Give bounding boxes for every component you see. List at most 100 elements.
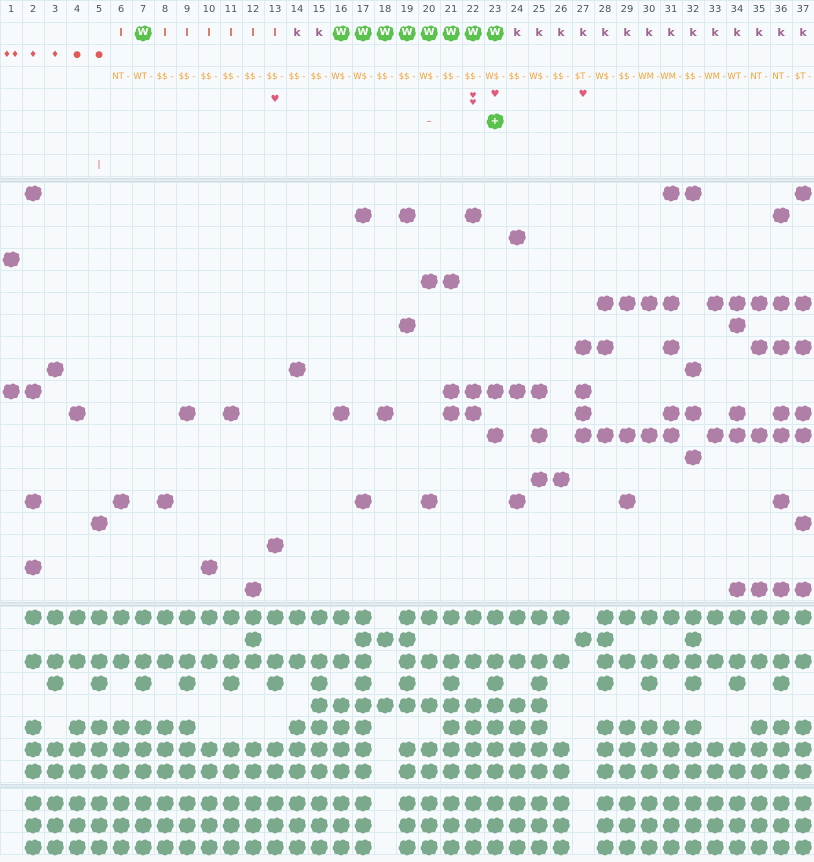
green-note-cell[interactable] — [748, 760, 770, 782]
green-note-cell[interactable] — [660, 650, 682, 672]
green-note-cell[interactable] — [88, 738, 110, 760]
green-note-cell[interactable] — [330, 760, 352, 782]
purple-note-cell[interactable] — [418, 270, 440, 292]
green-note-cell[interactable] — [594, 814, 616, 836]
dot-icon[interactable]: ● — [73, 50, 81, 60]
green-note-cell[interactable] — [616, 606, 638, 628]
chord-label[interactable]: NT - — [112, 72, 130, 82]
green-note-cell[interactable] — [330, 650, 352, 672]
purple-note-cell[interactable] — [748, 424, 770, 446]
green-note-cell[interactable] — [528, 716, 550, 738]
row-marker-letter[interactable]: k — [535, 26, 543, 39]
purple-note-cell[interactable] — [792, 512, 814, 534]
green-note-cell[interactable] — [44, 672, 66, 694]
chord-label[interactable]: $$ - — [266, 72, 284, 82]
green-note-cell[interactable] — [528, 836, 550, 858]
green-note-cell[interactable] — [770, 814, 792, 836]
purple-note-cell[interactable] — [792, 578, 814, 600]
green-note-cell[interactable] — [44, 760, 66, 782]
green-note-cell[interactable] — [484, 814, 506, 836]
green-note-cell[interactable] — [440, 792, 462, 814]
green-note-cell[interactable] — [264, 814, 286, 836]
row-marker-letter[interactable]: l — [229, 26, 233, 39]
purple-note-cell[interactable] — [22, 490, 44, 512]
green-note-cell[interactable] — [154, 792, 176, 814]
green-note-cell[interactable] — [374, 694, 396, 716]
green-note-cell[interactable] — [176, 792, 198, 814]
green-note-cell[interactable] — [352, 628, 374, 650]
green-note-cell[interactable] — [506, 814, 528, 836]
purple-note-cell[interactable] — [748, 578, 770, 600]
w-badge[interactable]: W — [132, 22, 154, 44]
green-note-cell[interactable] — [440, 606, 462, 628]
green-note-cell[interactable] — [154, 814, 176, 836]
purple-note-cell[interactable] — [638, 292, 660, 314]
green-note-cell[interactable] — [66, 650, 88, 672]
row-marker-letter[interactable]: l — [273, 26, 277, 39]
chord-label[interactable]: WM - — [704, 72, 726, 82]
green-note-cell[interactable] — [132, 716, 154, 738]
green-note-cell[interactable] — [528, 792, 550, 814]
green-note-cell[interactable] — [396, 836, 418, 858]
purple-note-cell[interactable] — [748, 336, 770, 358]
green-note-cell[interactable] — [748, 716, 770, 738]
row-marker-letter[interactable]: k — [623, 26, 631, 39]
green-note-cell[interactable] — [528, 760, 550, 782]
green-note-cell[interactable] — [594, 760, 616, 782]
green-note-cell[interactable] — [396, 792, 418, 814]
green-note-cell[interactable] — [220, 738, 242, 760]
row-marker-letter[interactable]: k — [777, 26, 785, 39]
green-note-cell[interactable] — [88, 650, 110, 672]
green-note-cell[interactable] — [154, 650, 176, 672]
purple-note-cell[interactable] — [528, 380, 550, 402]
green-note-cell[interactable] — [792, 650, 814, 672]
green-note-cell[interactable] — [330, 694, 352, 716]
purple-note-cell[interactable] — [770, 424, 792, 446]
green-note-cell[interactable] — [506, 606, 528, 628]
green-note-cell[interactable] — [330, 606, 352, 628]
green-note-cell[interactable] — [242, 628, 264, 650]
green-note-cell[interactable] — [396, 738, 418, 760]
green-note-cell[interactable] — [660, 760, 682, 782]
purple-note-cell[interactable] — [462, 204, 484, 226]
w-badge[interactable]: W — [418, 22, 440, 44]
green-note-cell[interactable] — [616, 792, 638, 814]
chord-label[interactable]: W$ - — [419, 72, 439, 82]
green-note-cell[interactable] — [770, 606, 792, 628]
green-note-cell[interactable] — [110, 836, 132, 858]
green-note-cell[interactable] — [440, 814, 462, 836]
green-note-cell[interactable] — [704, 792, 726, 814]
green-note-cell[interactable] — [484, 650, 506, 672]
green-note-cell[interactable] — [220, 814, 242, 836]
green-note-cell[interactable] — [682, 836, 704, 858]
green-note-cell[interactable] — [22, 716, 44, 738]
green-note-cell[interactable] — [682, 672, 704, 694]
chord-label[interactable]: W$ - — [485, 72, 505, 82]
green-note-cell[interactable] — [660, 606, 682, 628]
purple-note-cell[interactable] — [418, 490, 440, 512]
chord-label[interactable]: $$ - — [178, 72, 196, 82]
green-note-cell[interactable] — [462, 716, 484, 738]
purple-note-cell[interactable] — [528, 468, 550, 490]
chord-label[interactable]: NT - — [750, 72, 768, 82]
green-note-cell[interactable] — [264, 672, 286, 694]
w-badge[interactable]: W — [374, 22, 396, 44]
chord-label[interactable]: W$ - — [353, 72, 373, 82]
green-note-cell[interactable] — [660, 738, 682, 760]
green-note-cell[interactable] — [616, 760, 638, 782]
purple-note-cell[interactable] — [770, 292, 792, 314]
green-note-cell[interactable] — [308, 738, 330, 760]
green-note-cell[interactable] — [726, 606, 748, 628]
green-note-cell[interactable] — [22, 836, 44, 858]
purple-note-cell[interactable] — [176, 402, 198, 424]
green-note-cell[interactable] — [462, 738, 484, 760]
green-note-cell[interactable] — [220, 672, 242, 694]
green-note-cell[interactable] — [638, 738, 660, 760]
green-note-cell[interactable] — [594, 672, 616, 694]
purple-note-cell[interactable] — [506, 380, 528, 402]
purple-note-cell[interactable] — [572, 402, 594, 424]
green-note-cell[interactable] — [242, 650, 264, 672]
purple-note-cell[interactable] — [22, 380, 44, 402]
green-note-cell[interactable] — [132, 792, 154, 814]
green-note-cell[interactable] — [154, 836, 176, 858]
